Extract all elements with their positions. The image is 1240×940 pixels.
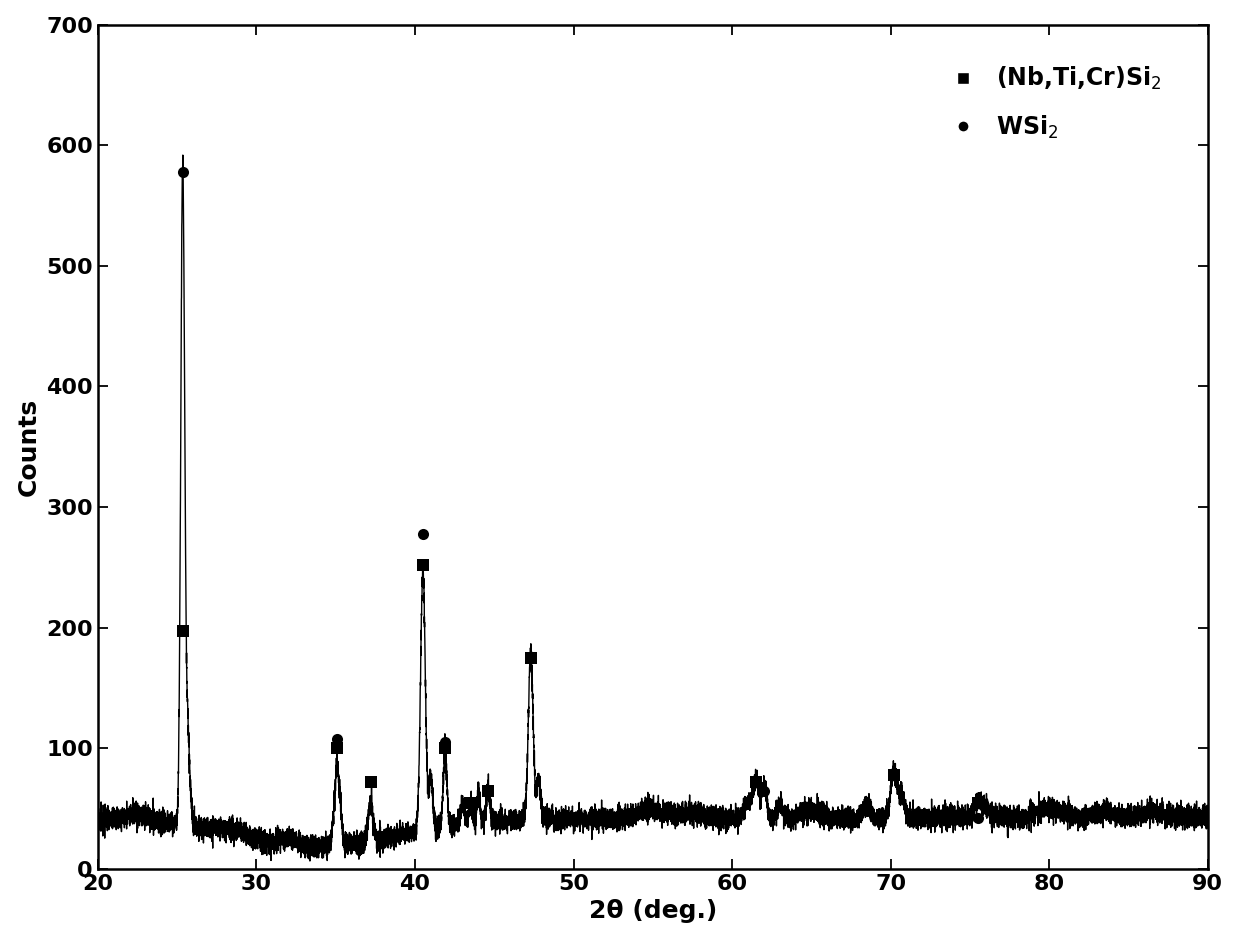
Y-axis label: Counts: Counts — [16, 398, 41, 496]
Legend: (Nb,Ti,Cr)Si$_2$, WSi$_2$: (Nb,Ti,Cr)Si$_2$, WSi$_2$ — [928, 54, 1174, 152]
X-axis label: 2θ (deg.): 2θ (deg.) — [589, 900, 717, 923]
